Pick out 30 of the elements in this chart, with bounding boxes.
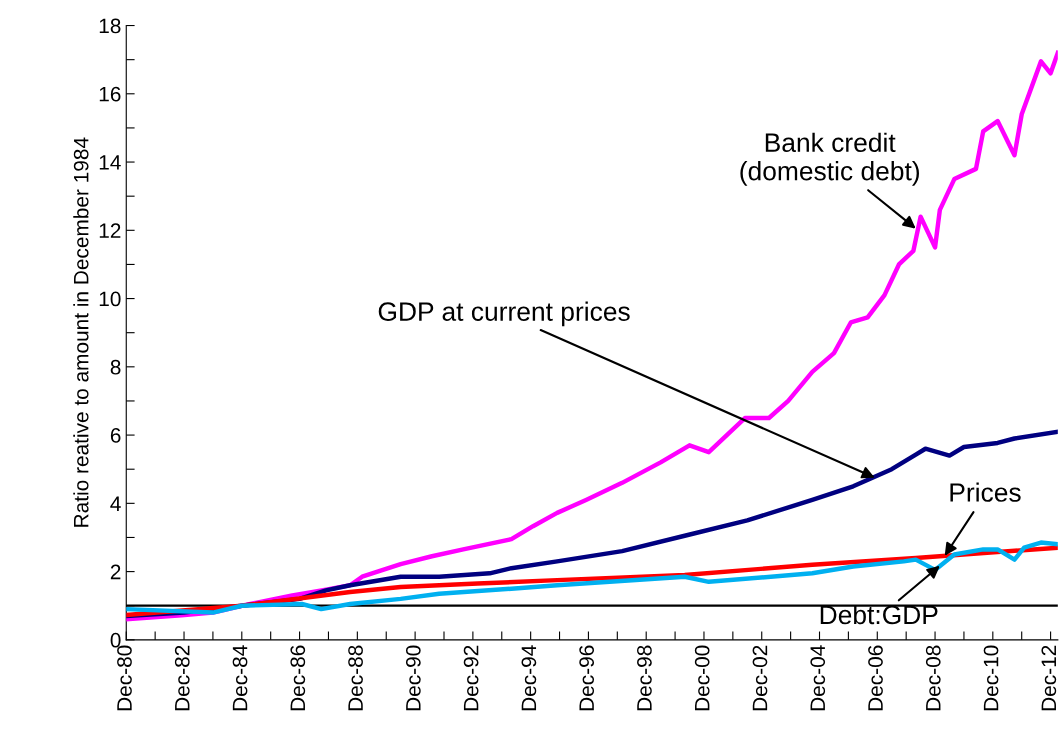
y-tick-label: 6 <box>110 428 121 443</box>
y-tick-label: 12 <box>99 223 121 238</box>
y-tick-label: 16 <box>99 86 121 102</box>
y-tick-label: 2 <box>110 564 121 580</box>
x-tick-label: Dec-10 <box>983 645 999 711</box>
x-tick-label: Dec-06 <box>868 645 883 711</box>
x-tick-label: Dec-88 <box>348 645 363 711</box>
x-tick-label: Dec-96 <box>579 645 595 711</box>
y-tick-label: 18 <box>99 18 121 34</box>
annotation: Prices <box>950 482 1021 502</box>
x-tick-label: Dec-00 <box>694 645 710 711</box>
y-axis-title: Ratio reative to amount in December 1984 <box>73 137 89 527</box>
x-tick-label: Dec-02 <box>752 645 768 711</box>
y-tick-label: 10 <box>99 291 121 307</box>
annotation: Debt:GDP <box>820 604 938 625</box>
x-tick-label: Dec-04 <box>810 645 826 711</box>
y-tick-label: 14 <box>99 155 121 170</box>
x-tick-label: Dec-82 <box>174 645 190 711</box>
x-tick-label: Dec-86 <box>290 645 306 711</box>
x-tick-label: Dec-08 <box>925 645 941 711</box>
x-tick-label: Dec-94 <box>521 645 537 711</box>
y-tick-label: 8 <box>110 359 121 375</box>
x-tick-label: Dec-12 <box>1041 645 1057 711</box>
annotation: GDP at current prices <box>378 301 630 327</box>
y-tick-label: 4 <box>110 496 121 511</box>
x-tick-label: Dec-92 <box>463 645 479 711</box>
x-tick-label: Dec-90 <box>405 645 421 711</box>
x-tick-label: Dec-98 <box>637 645 652 711</box>
annotation: Bank credit (domestic debt) <box>740 132 919 186</box>
x-tick-label: Dec-84 <box>232 645 248 711</box>
